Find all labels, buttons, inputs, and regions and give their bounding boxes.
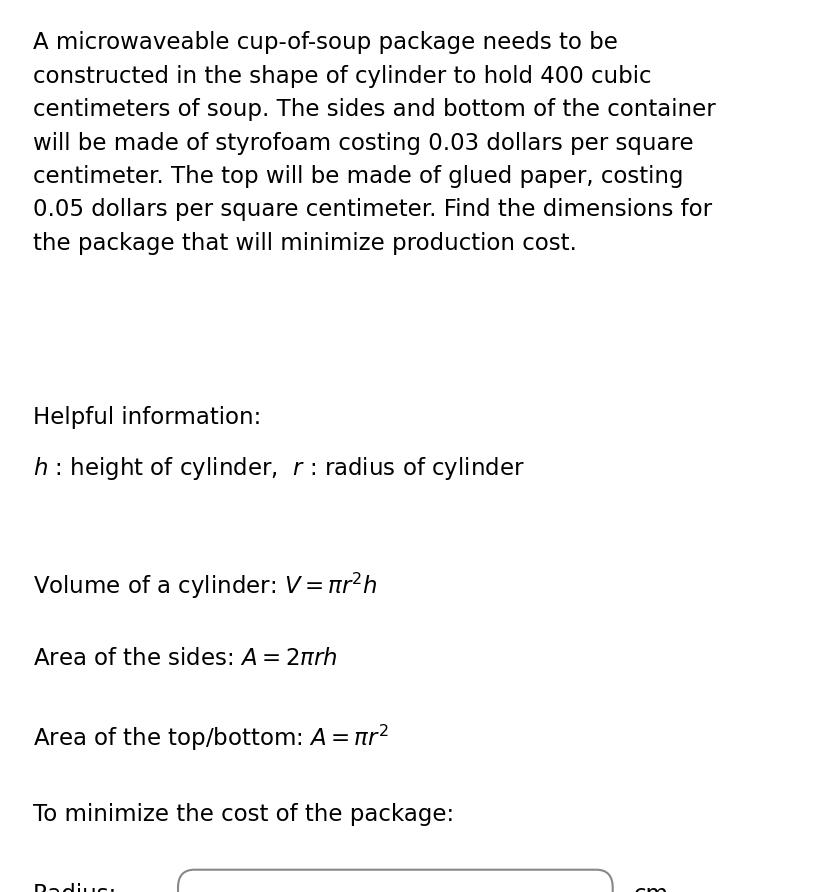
Text: Volume of a cylinder: $V = \pi r^2 h$: Volume of a cylinder: $V = \pi r^2 h$ [33, 571, 377, 601]
Text: $h$ : height of cylinder,  $r$ : radius of cylinder: $h$ : height of cylinder, $r$ : radius o… [33, 455, 524, 482]
Text: Helpful information:: Helpful information: [33, 406, 261, 429]
Text: Area of the top/bottom: $A = \pi r^2$: Area of the top/bottom: $A = \pi r^2$ [33, 723, 388, 753]
Text: Radius:: Radius: [33, 883, 117, 892]
Text: To minimize the cost of the package:: To minimize the cost of the package: [33, 803, 454, 826]
Text: A microwaveable cup-of-soup package needs to be
constructed in the shape of cyli: A microwaveable cup-of-soup package need… [33, 31, 715, 255]
Text: cm: cm [633, 883, 667, 892]
Text: Area of the sides: $A = 2\pi r h$: Area of the sides: $A = 2\pi r h$ [33, 647, 337, 670]
FancyBboxPatch shape [178, 870, 612, 892]
